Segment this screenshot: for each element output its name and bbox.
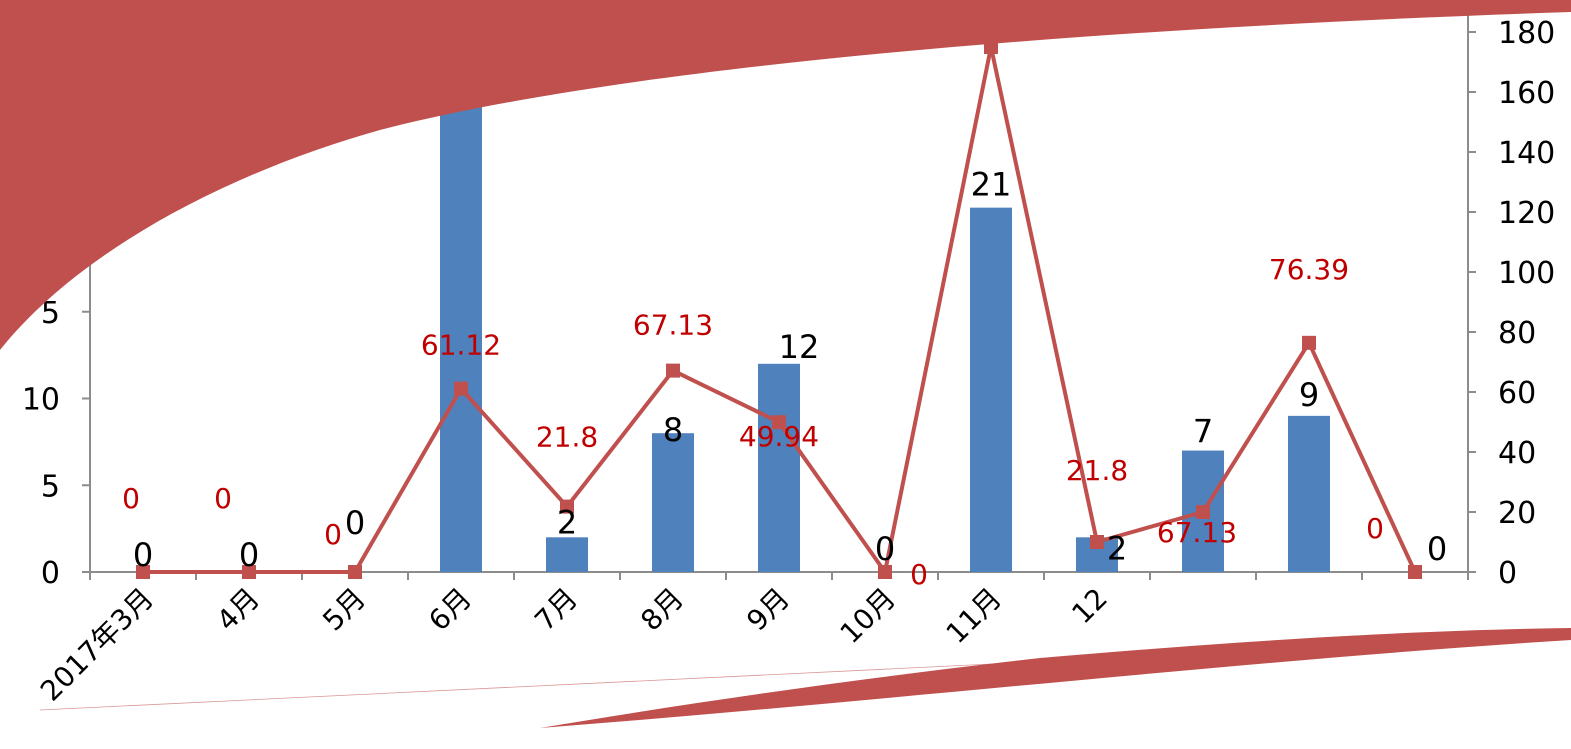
line-data-label: 0 xyxy=(214,482,232,515)
line-point xyxy=(242,565,256,579)
y-right-tick-label: 140 xyxy=(1498,136,1555,171)
line-data-label: 21.8 xyxy=(1066,454,1128,487)
bar xyxy=(970,207,1012,572)
y-right-tick-label: 40 xyxy=(1498,436,1536,471)
line-point xyxy=(772,415,786,430)
y-right-tick-label: 100 xyxy=(1498,256,1555,291)
y-right-tick-label: 160 xyxy=(1498,76,1555,111)
x-category-label: 5月 xyxy=(316,582,372,638)
bar xyxy=(1288,415,1330,572)
y-right-tick-label: 0 xyxy=(1498,556,1517,591)
x-category-label: 9月 xyxy=(740,582,796,638)
line-point xyxy=(878,565,892,579)
bar-data-label: 21 xyxy=(971,166,1012,204)
bar-data-label: 0 xyxy=(133,536,153,574)
line-point xyxy=(666,363,680,378)
line-data-label: 49.94 xyxy=(739,420,819,453)
line-data-label: 0 xyxy=(910,558,928,591)
line-data-label: 76.39 xyxy=(1269,253,1349,286)
y-right-tick-label: 120 xyxy=(1498,196,1555,231)
y-left-tick-label: 5 xyxy=(41,469,60,504)
bar-data-label: 2 xyxy=(1107,529,1127,567)
x-category-label: 7月 xyxy=(528,582,584,638)
top-swoosh xyxy=(0,0,1571,350)
x-category-label: 2017年3月 xyxy=(34,582,160,708)
line-data-label: 0 xyxy=(122,482,140,515)
line-point xyxy=(454,381,468,396)
y-right-tick-label: 180 xyxy=(1498,16,1555,51)
line-data-label: 61.12 xyxy=(421,329,501,362)
line-data-label: 67.13 xyxy=(1157,516,1237,549)
line-data-label: 21.8 xyxy=(536,421,598,454)
bar xyxy=(546,537,588,572)
line-point xyxy=(348,565,362,579)
bar-data-label: 0 xyxy=(875,530,895,568)
y-right-tick-label: 80 xyxy=(1498,316,1536,351)
bottom-swoosh xyxy=(540,628,1571,728)
bar-data-label: 8 xyxy=(663,411,683,449)
line-point xyxy=(1302,335,1316,350)
bar-data-label: 0 xyxy=(345,504,365,542)
line-point xyxy=(1408,565,1422,579)
line-data-label: 67.13 xyxy=(633,309,713,342)
line-point xyxy=(1090,535,1104,549)
x-category-label: 6月 xyxy=(422,582,478,638)
x-category-label: 12 xyxy=(1065,582,1114,631)
x-category-label: 4月 xyxy=(210,582,266,638)
bar-data-label: 12 xyxy=(779,328,820,366)
bar xyxy=(758,363,800,572)
bar-data-label: 0 xyxy=(239,536,259,574)
bar-data-label: 9 xyxy=(1299,376,1319,414)
y-right-tick-label: 20 xyxy=(1498,496,1536,531)
bar-data-label: 2 xyxy=(557,503,577,541)
line-point xyxy=(560,499,574,514)
x-category-label: 11月 xyxy=(940,582,1008,650)
y-left-tick-label: 5 xyxy=(41,296,60,331)
y-left-tick-label: 0 xyxy=(41,556,60,591)
bar xyxy=(652,433,694,572)
line-series xyxy=(136,40,1422,579)
line-point xyxy=(136,565,150,579)
y-right-tick-label: 60 xyxy=(1498,376,1536,411)
bar-data-label: 7 xyxy=(1193,413,1213,451)
bar-data-label: 0 xyxy=(1427,530,1447,568)
line-point xyxy=(1196,505,1210,519)
line-data-label: 0 xyxy=(1366,512,1384,545)
line-data-label: 0 xyxy=(324,518,342,551)
y-left-tick-label: 10 xyxy=(22,383,60,418)
x-category-label: 8月 xyxy=(634,582,690,638)
x-category-label: 10月 xyxy=(834,582,902,650)
